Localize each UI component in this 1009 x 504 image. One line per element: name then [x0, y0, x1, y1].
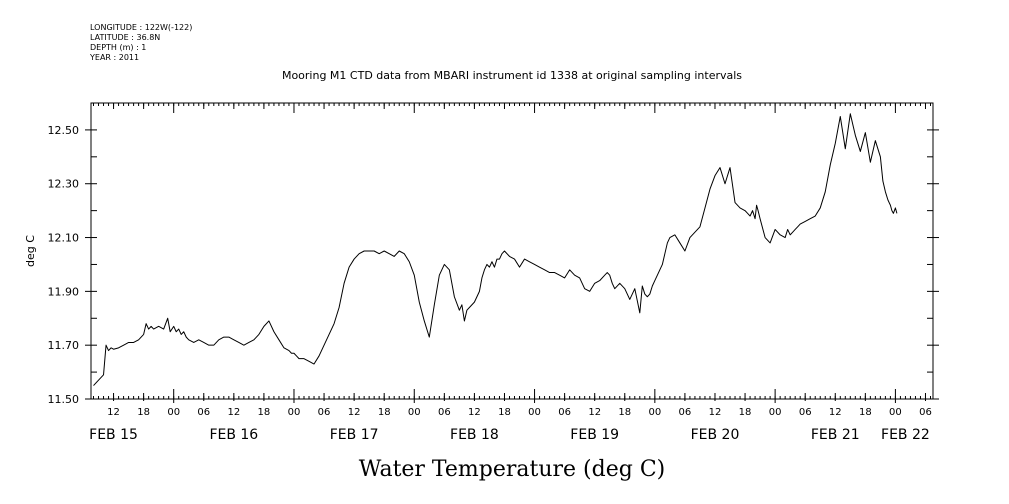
- x-day-label: FEB 20: [691, 427, 740, 443]
- x-tick-label: 00: [408, 407, 421, 418]
- chart-title: Mooring M1 CTD data from MBARI instrumen…: [282, 69, 742, 82]
- y-tick-label: 11.90: [48, 285, 80, 298]
- y-tick-label: 12.10: [48, 232, 80, 245]
- metadata-depth: DEPTH (m) : 1: [90, 43, 146, 52]
- x-tick-label: 12: [107, 407, 120, 418]
- x-tick-label: 12: [588, 407, 601, 418]
- x-tick-label: 06: [679, 407, 692, 418]
- series-line: [93, 113, 898, 386]
- series-layer: [93, 113, 898, 386]
- x-tick-label: 00: [648, 407, 661, 418]
- y-tick-label: 11.50: [48, 393, 80, 406]
- x-tick-label: 18: [258, 407, 271, 418]
- x-tick-label: 06: [558, 407, 571, 418]
- x-day-label: FEB 15: [89, 427, 138, 443]
- x-tick-label: 12: [227, 407, 240, 418]
- x-tick-label: 00: [889, 407, 902, 418]
- y-axis: 11.50 11.70 11.90 12.10 12.30 12.50: [48, 124, 939, 406]
- metadata-longitude: LONGITUDE : 122W(-122): [90, 23, 192, 32]
- x-tick-label: 18: [498, 407, 511, 418]
- x-tick-label: 06: [799, 407, 812, 418]
- x-tick-label: 18: [739, 407, 752, 418]
- x-tick-label: 18: [859, 407, 872, 418]
- x-axis: 12 18 00 06 12 18 00 06 12 18 00 06 12 18 00 06 12 18 00 06…: [89, 103, 932, 443]
- y-tick-label: 11.70: [48, 339, 80, 352]
- x-tick-label: 12: [468, 407, 481, 418]
- x-tick-label: 06: [318, 407, 331, 418]
- plot-frame: [90, 102, 934, 400]
- y-axis-label: deg C: [24, 235, 37, 267]
- x-tick-label: 12: [348, 407, 361, 418]
- x-tick-label: 00: [167, 407, 180, 418]
- x-tick-label: 12: [709, 407, 722, 418]
- x-day-label: FEB 22: [881, 427, 930, 443]
- x-tick-label: 18: [618, 407, 631, 418]
- y-tick-label: 12.30: [48, 178, 80, 191]
- x-tick-label: 12: [829, 407, 842, 418]
- x-tick-label: 06: [919, 407, 932, 418]
- metadata-year: YEAR : 2011: [89, 53, 139, 62]
- x-day-label: FEB 16: [209, 427, 258, 443]
- x-axis-title: Water Temperature (deg C): [359, 457, 666, 482]
- x-tick-label: 06: [197, 407, 210, 418]
- x-tick-label: 00: [288, 407, 301, 418]
- x-day-label: FEB 19: [570, 427, 619, 443]
- x-day-label: FEB 21: [811, 427, 860, 443]
- metadata-latitude: LATITUDE : 36.8N: [90, 33, 160, 42]
- y-tick-label: 12.50: [48, 124, 80, 137]
- x-tick-label: 18: [378, 407, 391, 418]
- x-tick-label: 06: [438, 407, 451, 418]
- x-day-label: FEB 18: [450, 427, 499, 443]
- x-day-label: FEB 17: [330, 427, 379, 443]
- x-tick-label: 00: [769, 407, 782, 418]
- x-tick-label: 00: [528, 407, 541, 418]
- x-tick-label: 18: [137, 407, 150, 418]
- mooring-metadata: LONGITUDE : 122W(-122) LATITUDE : 36.8N …: [89, 23, 192, 62]
